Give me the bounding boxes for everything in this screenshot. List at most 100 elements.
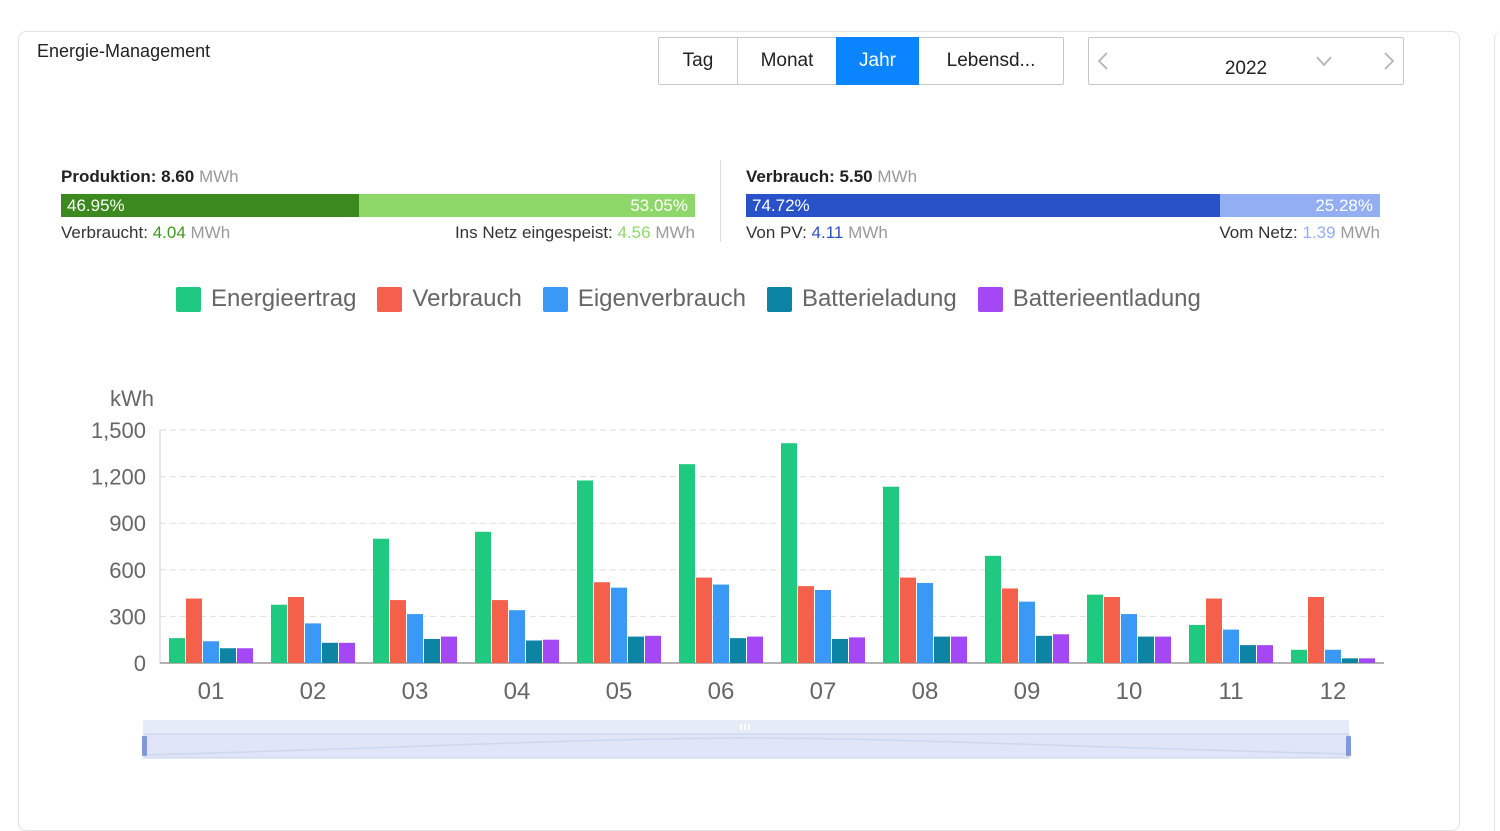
consumption-pv-value: 4.11 [811, 223, 844, 242]
consumption-footer: Von PV: 4.11 MWh Vom Netz: 1.39 MWh [746, 223, 1380, 243]
production-self-consumed-segment: 46.95% [61, 194, 359, 217]
bar-batterieentladung-11 [1257, 645, 1273, 663]
production-fed-unit: MWh [655, 223, 695, 242]
x-tick-label: 12 [1320, 678, 1347, 705]
bar-batterieladung-06 [730, 638, 746, 663]
legend-item-4[interactable]: Batterieentladung [977, 285, 1201, 313]
production-fed-value: 4.56 [617, 223, 651, 242]
production-heading: Produktion: 8.60 MWh [61, 167, 695, 189]
page-title: Energie-Management [37, 41, 211, 61]
chart-legend: Energieertrag Verbrauch Eigenverbrauch Batt… [176, 284, 1222, 314]
legend-item-1[interactable]: Verbrauch [377, 285, 522, 313]
consumption-grid-unit: MWh [1340, 223, 1380, 242]
bar-batterieentladung-08 [951, 636, 967, 663]
tab-month[interactable]: Monat [737, 37, 837, 85]
bar-eigenverbrauch-09 [1019, 601, 1035, 663]
zoom-handle-left[interactable] [142, 736, 147, 756]
legend-swatch [766, 286, 792, 312]
bar-batterieladung-02 [322, 642, 338, 663]
zoom-slider-preview [144, 737, 1349, 756]
x-tick-label: 05 [606, 678, 633, 705]
bar-verbrauch-04 [492, 600, 508, 663]
consumption-label: Verbrauch: [746, 167, 835, 186]
zoom-slider-selection [144, 733, 1349, 759]
consumption-grid-label: Vom Netz: [1219, 223, 1298, 242]
chevron-right-icon[interactable] [1371, 38, 1395, 84]
year-picker[interactable]: 2022 [1088, 37, 1404, 85]
tab-day[interactable]: Tag [658, 37, 738, 85]
production-consumed-unit: MWh [190, 223, 231, 242]
bar-verbrauch-07 [798, 586, 814, 663]
x-tick-label: 03 [402, 678, 429, 705]
legend-swatch [977, 286, 1003, 312]
legend-label: Eigenverbrauch [577, 285, 746, 312]
chevron-down-icon[interactable] [1315, 38, 1337, 84]
x-tick-label: 01 [198, 678, 225, 705]
production-value: 8.60 [161, 167, 195, 186]
bar-energieertrag-05 [577, 480, 593, 663]
bar-verbrauch-12 [1308, 596, 1324, 663]
x-tick-label: 07 [810, 678, 837, 705]
y-tick-label: 1,200 [91, 465, 146, 490]
consumption-grid: Vom Netz: 1.39 MWh [1219, 223, 1380, 243]
production-unit: MWh [198, 167, 239, 186]
consumption-from-pv-segment: 74.72% [746, 194, 1220, 217]
consumption-bar: 74.72% 25.28% [746, 194, 1380, 217]
legend-label: Energieertrag [211, 285, 357, 312]
bar-batterieentladung-10 [1155, 636, 1171, 663]
bar-batterieladung-09 [1036, 635, 1052, 663]
y-tick-label: 600 [109, 558, 146, 583]
legend-item-3[interactable]: Batterieladung [766, 285, 957, 313]
bar-energieertrag-03 [373, 538, 389, 663]
production-bar: 46.95% 53.05% [61, 194, 695, 217]
production-fed-label: Ins Netz eingespeist: [454, 223, 613, 242]
consumption-heading: Verbrauch: 5.50 MWh [746, 167, 1380, 189]
tab-lifetime[interactable]: Lebensd... [918, 37, 1064, 85]
consumption-pv-unit: MWh [848, 223, 888, 242]
bar-verbrauch-02 [288, 596, 304, 663]
y-tick-label: 0 [134, 651, 146, 676]
bar-verbrauch-10 [1104, 596, 1120, 663]
bar-verbrauch-01 [186, 598, 202, 663]
bar-eigenverbrauch-05 [611, 587, 627, 663]
consumption-stats: Verbrauch: 5.50 MWh 74.72% 25.28% Von PV… [746, 167, 1380, 243]
bar-batterieentladung-06 [747, 636, 763, 663]
energy-management-card [18, 31, 1460, 831]
chevron-left-icon[interactable] [1097, 38, 1121, 84]
bar-batterieladung-11 [1240, 645, 1256, 663]
legend-swatch [542, 286, 568, 312]
bar-batterieentladung-03 [441, 636, 457, 663]
y-tick-label: 900 [109, 511, 146, 536]
x-tick-label: 09 [1014, 678, 1041, 705]
legend-label: Batterieentladung [1012, 285, 1201, 312]
bar-batterieentladung-02 [339, 642, 355, 663]
bar-verbrauch-03 [390, 600, 406, 663]
bar-energieertrag-02 [271, 604, 287, 663]
x-tick-label: 10 [1116, 678, 1143, 705]
legend-item-0[interactable]: Energieertrag [176, 285, 356, 313]
tab-year[interactable]: Jahr [836, 37, 919, 85]
stats-divider [720, 160, 721, 242]
production-consumed-value: 4.04 [152, 223, 186, 242]
bar-batterieladung-01 [220, 648, 236, 663]
x-tick-label: 11 [1219, 678, 1244, 705]
zoom-handle-right[interactable] [1346, 736, 1351, 756]
bar-verbrauch-06 [696, 577, 712, 663]
y-tick-label: 300 [109, 604, 146, 629]
bar-batterieladung-12 [1342, 658, 1358, 663]
consumption-from-grid-segment: 25.28% [1219, 194, 1380, 217]
x-tick-label: 08 [912, 678, 939, 705]
bar-eigenverbrauch-02 [305, 623, 321, 663]
year-value: 2022 [1224, 58, 1268, 79]
x-tick-label: 02 [300, 678, 327, 705]
bar-verbrauch-05 [594, 582, 610, 663]
bar-batterieentladung-07 [849, 637, 865, 663]
bar-batterieladung-03 [424, 638, 440, 663]
zoom-drag-grip[interactable] [740, 724, 750, 730]
production-stats: Produktion: 8.60 MWh 46.95% 53.05% Verbr… [61, 167, 695, 243]
bar-eigenverbrauch-03 [407, 614, 423, 663]
bar-batterieentladung-12 [1359, 658, 1375, 663]
x-tick-label: 06 [708, 678, 735, 705]
legend-item-2[interactable]: Eigenverbrauch [542, 285, 746, 313]
bar-verbrauch-08 [900, 577, 916, 663]
